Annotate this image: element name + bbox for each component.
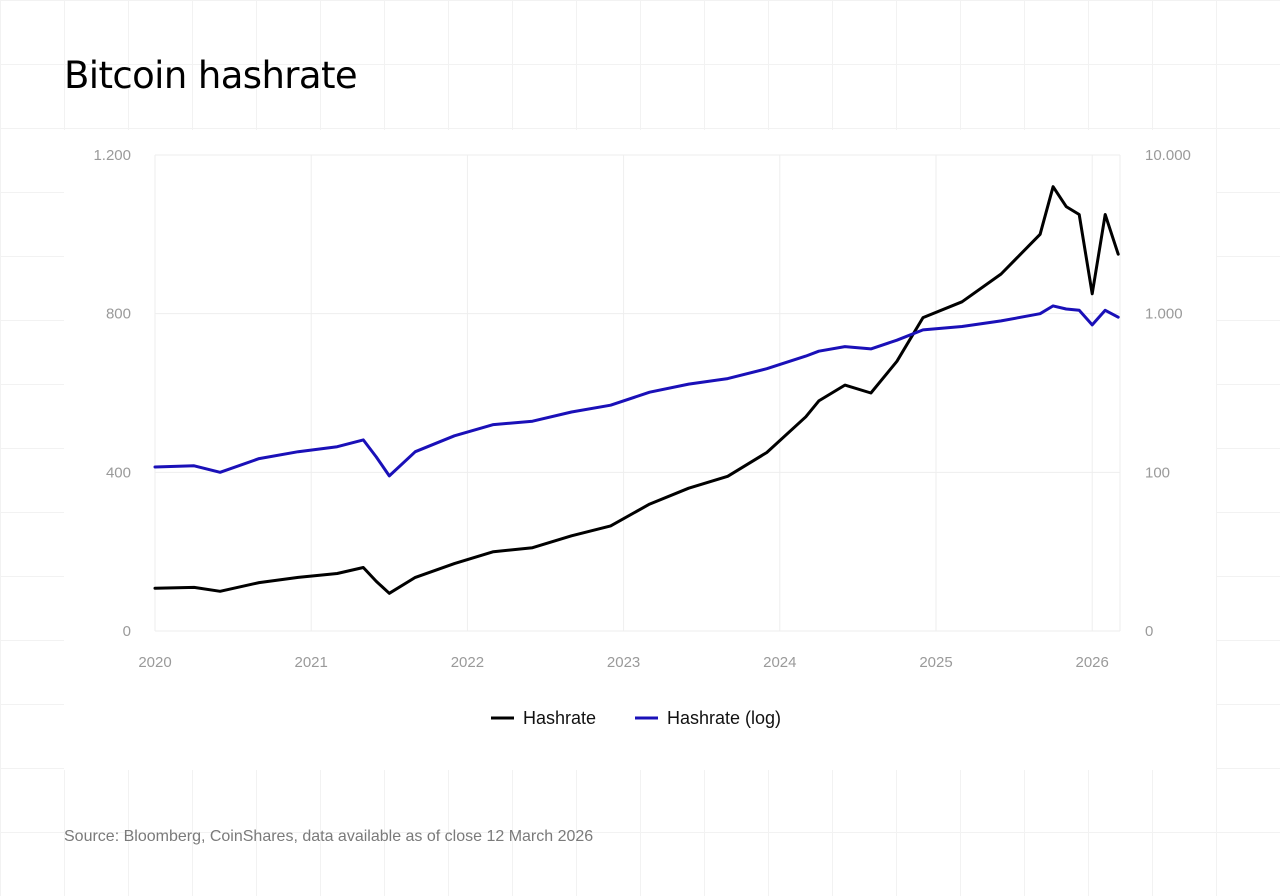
hashrate-line xyxy=(153,185,1120,595)
y-left-tick-label: 400 xyxy=(106,464,131,481)
y-right-tick-label: 0 xyxy=(1145,623,1153,640)
source-note: Source: Bloomberg, CoinShares, data avai… xyxy=(64,828,594,845)
x-tick-label: 2021 xyxy=(295,654,328,671)
y-right-tick-label: 1.000 xyxy=(1145,306,1183,323)
y-left-tick-label: 800 xyxy=(106,306,131,323)
y-right-tick-label: 100 xyxy=(1145,464,1170,481)
x-tick-label: 2025 xyxy=(919,654,952,671)
x-tick-label: 2022 xyxy=(451,654,484,671)
y-right-tick-label: 10.000 xyxy=(1145,147,1191,164)
x-tick-label: 2026 xyxy=(1076,654,1109,671)
x-tick-label: 2020 xyxy=(138,654,171,671)
x-tick-label: 2023 xyxy=(607,654,640,671)
x-tick-label: 2024 xyxy=(763,654,796,671)
chart-title: Bitcoin hashrate xyxy=(64,54,358,97)
hashrate-chart: 0 0 400 100 800 1.000 1.200 10.000 2020 2021 2022 2… xyxy=(93,147,1191,728)
chart-panel: 0 0 400 100 800 1.000 1.200 10.000 2020 2021 2022 2… xyxy=(64,130,1216,770)
legend-label-hashrate: Hashrate xyxy=(523,708,596,728)
hashrate-log-line xyxy=(153,304,1120,478)
legend-label-hashrate-log: Hashrate (log) xyxy=(667,708,781,728)
y-left-tick-label: 1.200 xyxy=(93,147,131,164)
y-left-tick-label: 0 xyxy=(123,623,131,640)
